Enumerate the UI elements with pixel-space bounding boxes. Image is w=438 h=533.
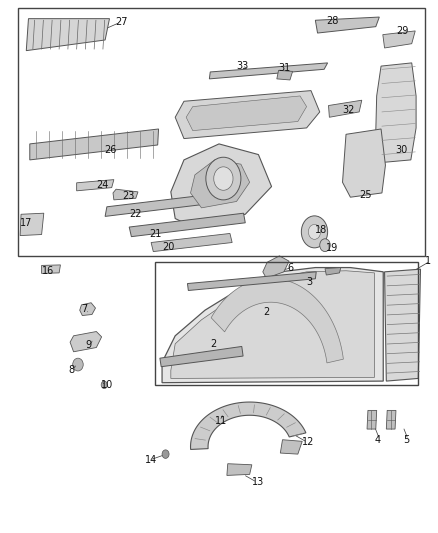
Polygon shape (26, 19, 110, 51)
Text: 18: 18 (314, 225, 327, 235)
Polygon shape (383, 31, 415, 48)
Text: 7: 7 (81, 304, 87, 314)
Text: 33: 33 (237, 61, 249, 70)
Text: 2: 2 (263, 307, 269, 317)
Text: 9: 9 (85, 341, 92, 350)
Polygon shape (386, 410, 396, 429)
Text: 6: 6 (287, 263, 293, 272)
Text: 2: 2 (210, 339, 216, 349)
Polygon shape (325, 268, 341, 275)
Polygon shape (129, 213, 245, 237)
Text: 32: 32 (343, 106, 355, 115)
Polygon shape (175, 91, 320, 139)
Polygon shape (160, 346, 243, 367)
Polygon shape (315, 17, 379, 33)
Polygon shape (343, 129, 385, 197)
Polygon shape (30, 129, 159, 160)
Polygon shape (151, 233, 232, 252)
Text: 3: 3 (307, 278, 313, 287)
Text: 20: 20 (162, 242, 174, 252)
Text: 31: 31 (278, 63, 290, 72)
Polygon shape (113, 189, 138, 200)
Text: 29: 29 (396, 26, 409, 36)
Polygon shape (171, 271, 374, 378)
Text: 23: 23 (123, 191, 135, 201)
Text: 8: 8 (68, 366, 74, 375)
Text: 28: 28 (326, 17, 339, 26)
Circle shape (308, 224, 321, 239)
Text: 17: 17 (20, 218, 32, 228)
Polygon shape (162, 268, 383, 383)
Polygon shape (20, 213, 44, 236)
Circle shape (101, 381, 107, 389)
Text: 10: 10 (101, 381, 113, 390)
Polygon shape (187, 272, 316, 290)
Polygon shape (376, 63, 416, 163)
Polygon shape (280, 440, 302, 454)
Text: 16: 16 (42, 266, 54, 276)
Polygon shape (105, 193, 223, 216)
Polygon shape (328, 100, 362, 117)
Polygon shape (171, 144, 272, 225)
Text: 27: 27 (115, 18, 127, 27)
Circle shape (73, 358, 83, 371)
Text: 5: 5 (403, 435, 409, 445)
Circle shape (301, 216, 328, 248)
Text: 26: 26 (104, 146, 117, 155)
Text: 19: 19 (326, 243, 339, 253)
Polygon shape (209, 63, 328, 79)
Polygon shape (191, 402, 306, 449)
Polygon shape (227, 464, 252, 475)
Text: 11: 11 (215, 416, 227, 426)
Circle shape (162, 450, 169, 458)
Text: 22: 22 (130, 209, 142, 219)
Bar (18, 8, 425, 256)
Text: 25: 25 (359, 190, 372, 199)
Polygon shape (263, 256, 289, 278)
Polygon shape (385, 269, 420, 381)
Text: 1: 1 (425, 256, 431, 266)
Text: 13: 13 (252, 478, 264, 487)
Circle shape (320, 239, 330, 252)
Polygon shape (186, 96, 307, 131)
Polygon shape (80, 303, 95, 316)
Text: 14: 14 (145, 455, 157, 465)
Polygon shape (211, 278, 343, 363)
Text: 24: 24 (96, 181, 109, 190)
Polygon shape (367, 410, 377, 429)
Text: 21: 21 (149, 229, 161, 239)
Polygon shape (277, 70, 293, 80)
Polygon shape (77, 180, 114, 191)
Polygon shape (191, 160, 250, 208)
Polygon shape (70, 332, 102, 352)
Text: 4: 4 (374, 435, 381, 445)
Circle shape (214, 167, 233, 190)
Polygon shape (42, 265, 60, 273)
Text: 30: 30 (395, 146, 407, 155)
Text: 12: 12 (302, 438, 314, 447)
Circle shape (206, 157, 241, 200)
Bar (155, 262, 418, 385)
